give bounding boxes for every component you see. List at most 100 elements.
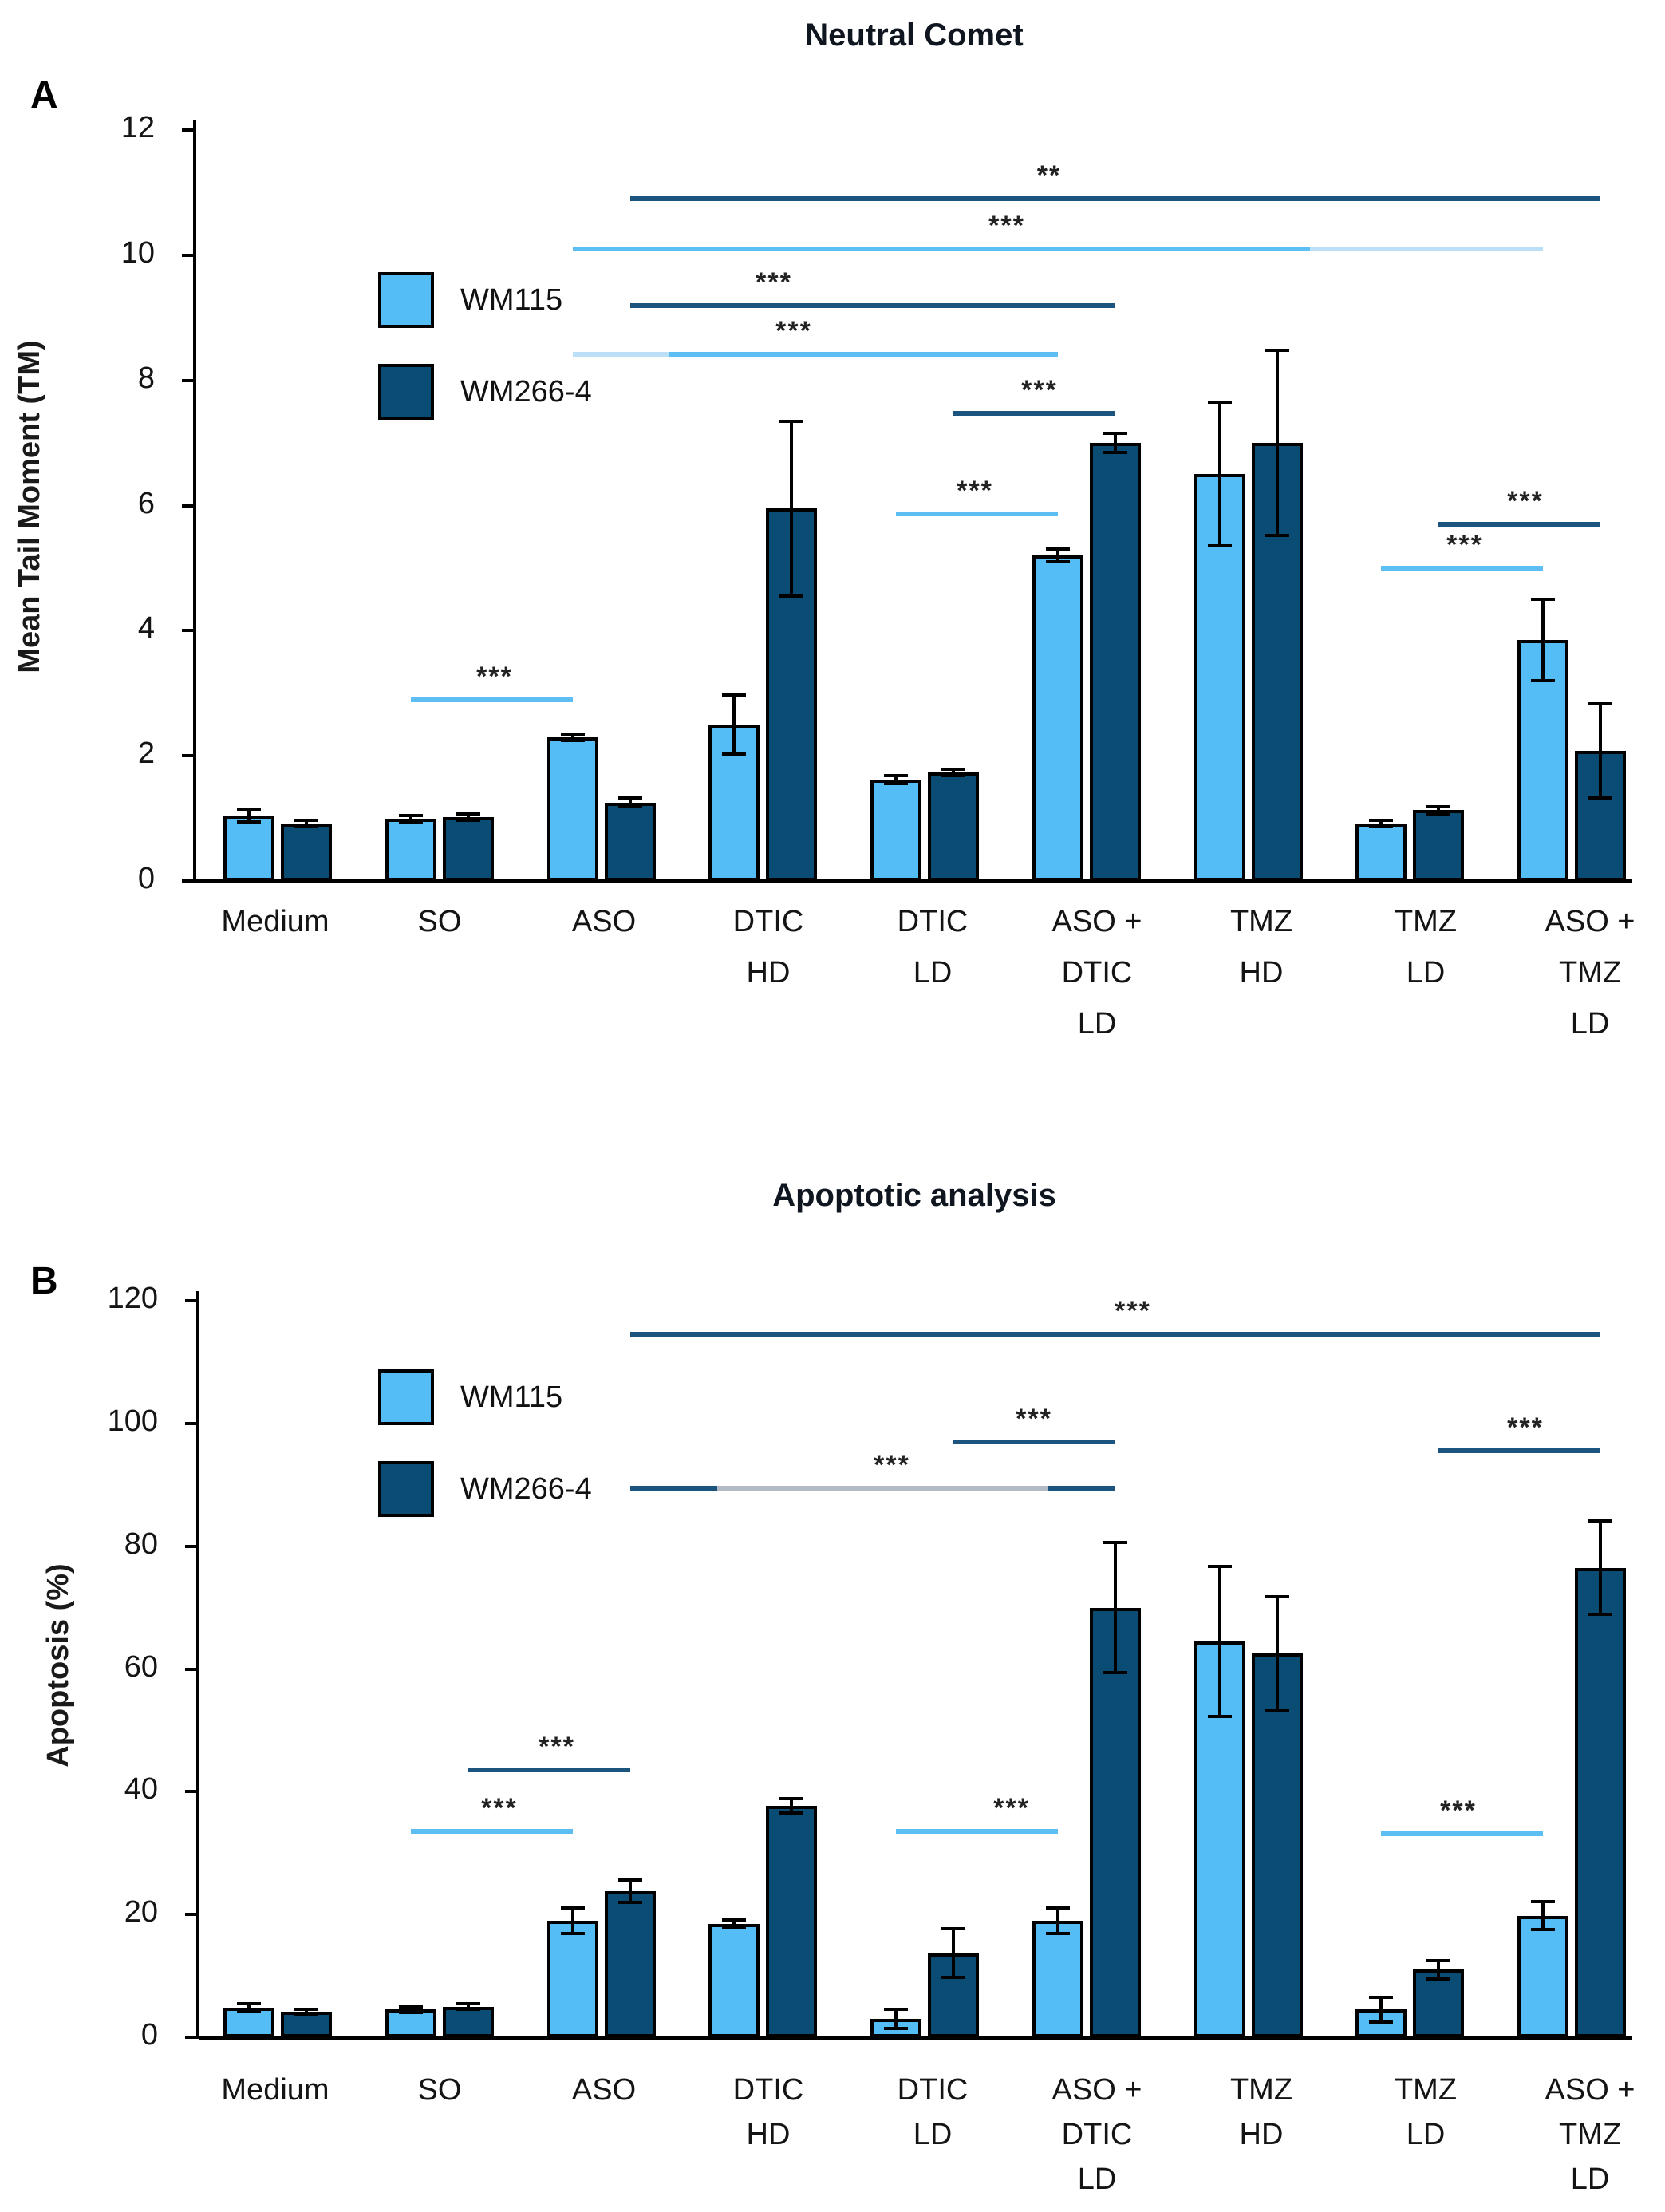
significance-label: *** [775, 315, 812, 346]
bar-wm115-group1 [385, 818, 436, 881]
y-tick-mark [182, 754, 195, 758]
x-axis-label: SO [417, 2073, 462, 2107]
error-bar-cap-bottom [779, 1811, 804, 1815]
error-bar [790, 1798, 794, 1814]
significance-label: *** [993, 1793, 1030, 1824]
error-bar-cap-top [617, 796, 642, 800]
error-bar-cap-bottom [1207, 1714, 1232, 1718]
y-tick-label: 120 [107, 1282, 158, 1315]
bar-wm266-4-group4 [928, 1953, 979, 2037]
bar-wm266-4-group3 [766, 1806, 818, 2037]
error-bar-cap-top [779, 1796, 804, 1800]
x-axis-label: SO [417, 905, 462, 938]
error-bar-cap-top [456, 812, 480, 816]
significance-line [629, 1485, 717, 1491]
error-bar [466, 814, 470, 820]
error-bar [1055, 549, 1059, 563]
error-bar-cap-bottom [1426, 812, 1451, 816]
x-axis-label: DTIC [897, 905, 969, 938]
significance-label: *** [481, 1793, 518, 1824]
error-bar-cap-top [1207, 1565, 1232, 1569]
error-bar [247, 2004, 251, 2012]
error-bar-cap-top [398, 2005, 423, 2009]
error-bar [894, 2009, 898, 2029]
y-tick-mark [182, 378, 195, 382]
significance-line [629, 302, 1115, 308]
y-tick-mark [185, 1299, 198, 1302]
y-tick-mark [182, 504, 195, 508]
error-bar-cap-bottom [237, 820, 261, 824]
error-bar-cap-bottom [456, 818, 480, 822]
significance-label: *** [1016, 1403, 1052, 1434]
error-bar-cap-top [1531, 1900, 1555, 1903]
error-bar [570, 733, 574, 741]
significance-line [572, 246, 1311, 251]
error-bar [408, 815, 412, 822]
y-tick-mark [182, 629, 195, 633]
significance-label: *** [539, 1732, 575, 1763]
x-axis-label: TMZ [1558, 2118, 1622, 2151]
significance-line [572, 351, 670, 357]
error-bar-cap-top [722, 1918, 747, 1922]
significance-line [669, 351, 1058, 357]
error-bar-cap-top [1207, 401, 1232, 405]
x-axis-label: HD [1239, 956, 1284, 989]
error-bar [628, 798, 632, 808]
x-axis-label: TMZ [1229, 2073, 1293, 2107]
bar-wm266-4-group2 [604, 802, 656, 881]
error-bar-cap-bottom [398, 2011, 423, 2015]
error-bar [305, 2009, 308, 2014]
error-bar-cap-top [237, 807, 261, 811]
y-tick-mark [185, 1790, 198, 1794]
significance-line [468, 1768, 630, 1773]
legend-label-wm115: WM115 [460, 283, 563, 317]
y-tick-label: 2 [137, 737, 155, 771]
error-bar-cap-top [884, 774, 908, 778]
error-bar-cap-top [1369, 1996, 1394, 1999]
significance-line [716, 1485, 1048, 1491]
error-bar-cap-top [1426, 804, 1451, 808]
panel-b-letter: B [30, 1260, 58, 1302]
error-bar-cap-top [1588, 1519, 1612, 1523]
error-bar [1379, 820, 1383, 827]
error-bar-cap-bottom [237, 2009, 261, 2013]
x-axis-label: LD [1077, 2163, 1117, 2196]
y-tick-label: 40 [124, 1772, 158, 1807]
significance-line [1438, 522, 1600, 527]
significance-line [410, 1829, 573, 1835]
error-bar-cap-top [1103, 1541, 1127, 1545]
significance-line [1438, 1448, 1600, 1454]
x-axis [199, 2036, 1632, 2040]
bar-wm266-4-group0 [281, 2011, 332, 2037]
bar-wm115-group3 [708, 1923, 760, 2037]
bar-wm115-group2 [546, 737, 598, 881]
error-bar [305, 820, 308, 827]
error-bar-cap-bottom [722, 752, 747, 756]
bar-wm115-group5 [1032, 555, 1083, 881]
error-bar-cap-bottom [722, 1926, 747, 1930]
error-bar-cap-bottom [1369, 824, 1394, 828]
legend-label-wm115: WM115 [460, 1381, 563, 1414]
legend-label-wm266-4: WM266-4 [460, 375, 592, 409]
panel-a-y-axis-title: Mean Tail Moment (TM) [13, 340, 46, 673]
significance-label: *** [756, 267, 792, 298]
y-tick-label: 6 [137, 486, 155, 520]
significance-line [896, 1829, 1058, 1835]
error-bar-cap-top [1369, 818, 1394, 822]
error-bar-cap-top [456, 2001, 480, 2005]
legend-swatch-wm115 [378, 1369, 434, 1425]
significance-line [1381, 1831, 1543, 1836]
error-bar-cap-bottom [1265, 534, 1289, 538]
y-tick-label: 0 [140, 2018, 158, 2052]
x-axis-label: LD [913, 2118, 953, 2151]
error-bar-cap-bottom [1103, 1671, 1127, 1675]
error-bar [1113, 433, 1117, 452]
error-bar-cap-top [1265, 1594, 1289, 1598]
error-bar [1541, 1902, 1545, 1930]
x-axis-label: HD [746, 956, 791, 989]
bar-wm266-4-group2 [604, 1890, 656, 2037]
error-bar-cap-bottom [941, 1976, 965, 1980]
bar-wm266-4-group5 [1089, 1607, 1141, 2037]
error-bar-cap-top [398, 813, 423, 817]
